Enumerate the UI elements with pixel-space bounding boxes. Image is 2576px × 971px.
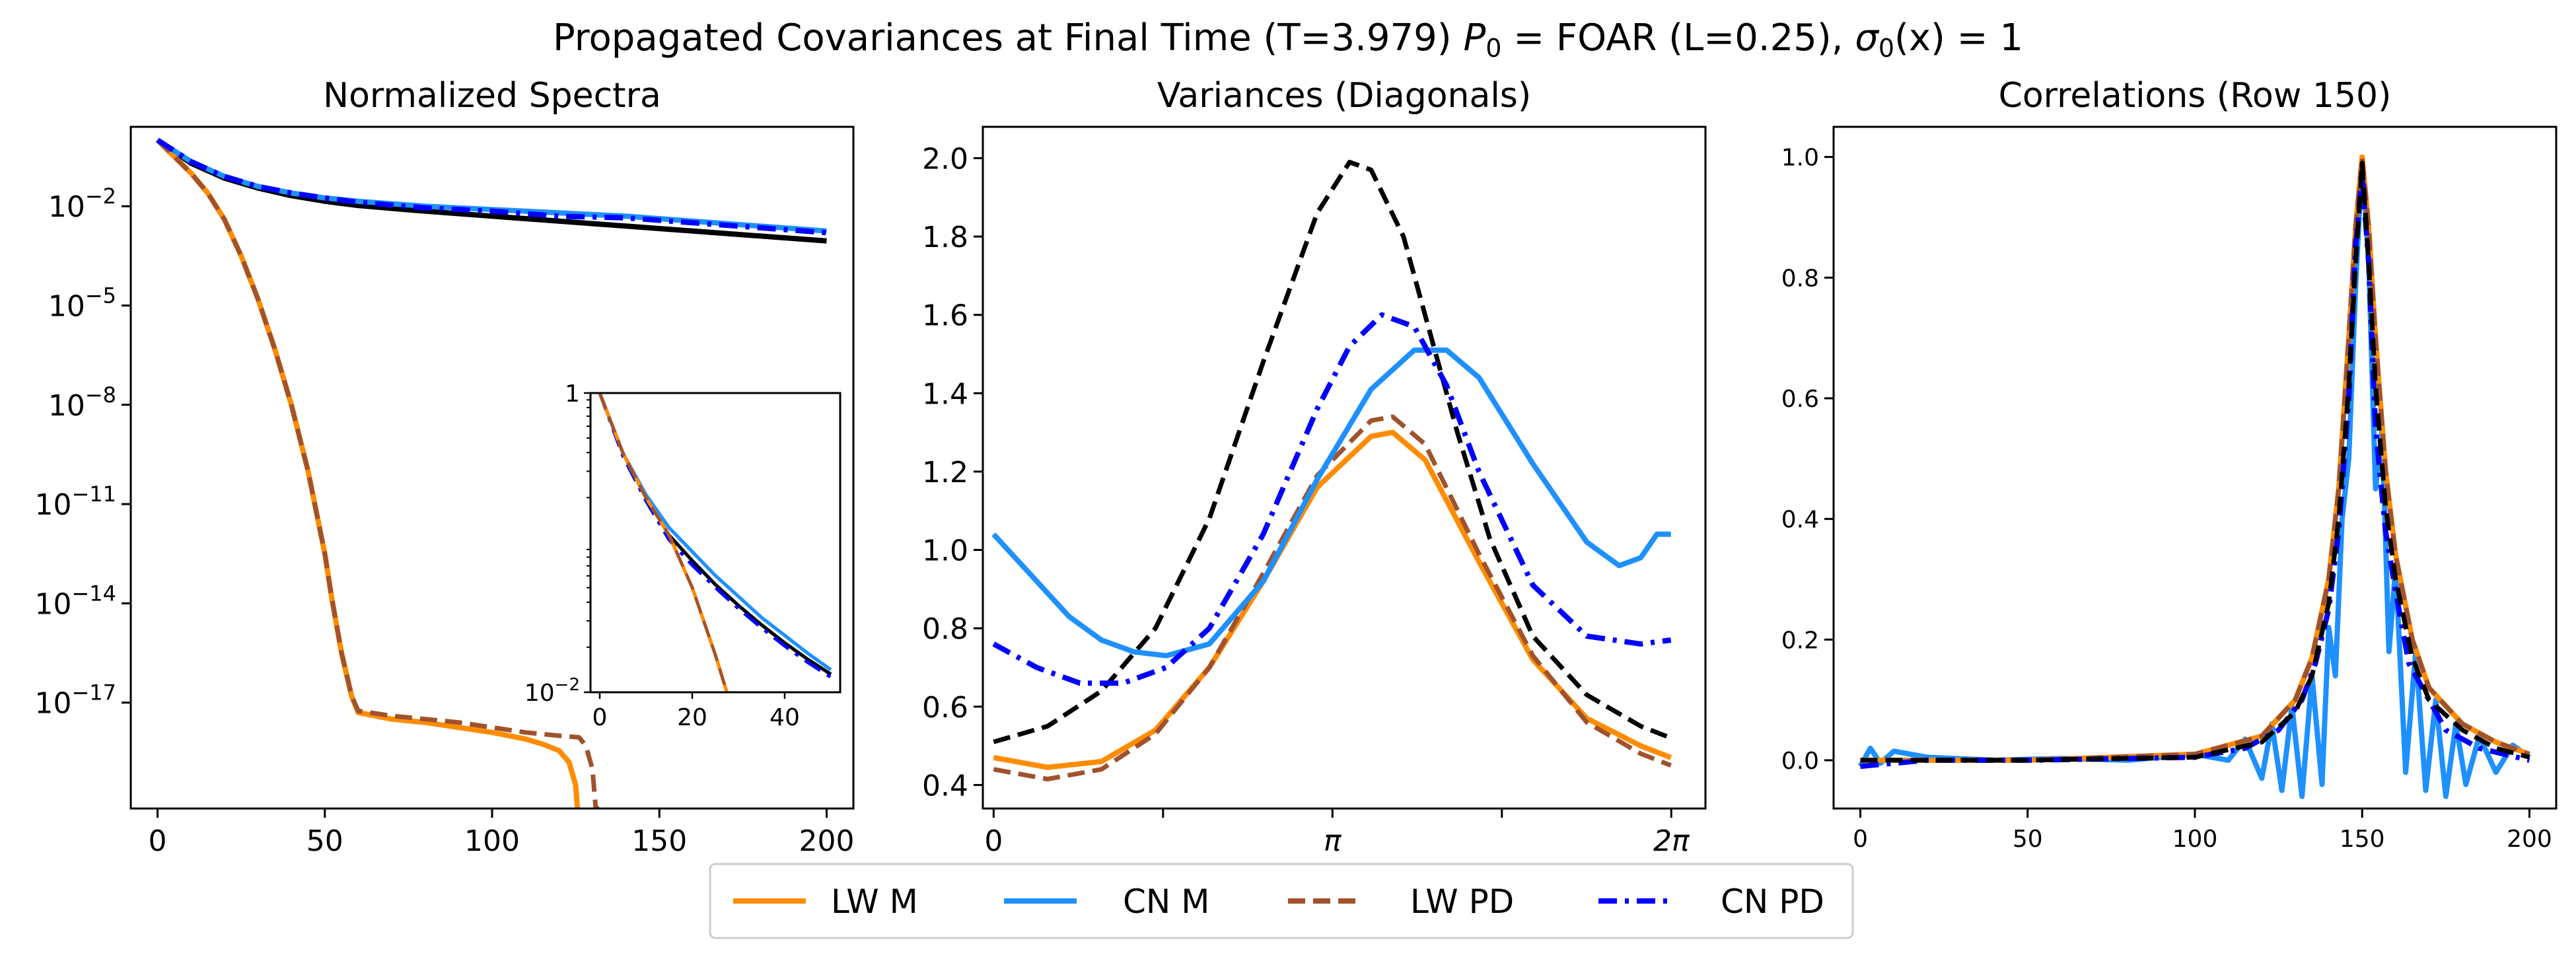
y-tick-label: 1.0 bbox=[1781, 145, 1819, 172]
series-true bbox=[1860, 161, 2530, 763]
y-tick-exp: −5 bbox=[85, 283, 116, 308]
series-lw-pd bbox=[156, 138, 600, 809]
series-cn-pd bbox=[992, 312, 1672, 686]
series-true bbox=[993, 159, 1672, 744]
legend-entry-lw-m: LW M bbox=[733, 882, 918, 921]
y-tick-label: 10−2 bbox=[48, 184, 116, 224]
suptitle-sigma-sub: 0 bbox=[1878, 34, 1894, 63]
variances-title: Variances (Diagonals) bbox=[1157, 76, 1531, 116]
x-tick-label: π bbox=[1324, 824, 1342, 858]
x-tick-label: 100 bbox=[2172, 826, 2218, 853]
x-tick-label: 150 bbox=[2340, 826, 2385, 853]
correlations-title: Correlations (Row 150) bbox=[1999, 76, 2392, 116]
legend-label-lw-pd: LW PD bbox=[1410, 882, 1514, 921]
y-tick-label: 1.6 bbox=[922, 299, 968, 333]
y-tick-label: 10−17 bbox=[34, 680, 116, 721]
y-tick-label: 10−14 bbox=[34, 581, 116, 621]
suptitle-end: (x) = 1 bbox=[1894, 17, 2023, 59]
inset-background bbox=[590, 393, 840, 692]
y-tick-label: 0.4 bbox=[922, 769, 968, 803]
y-tick-exp: −8 bbox=[85, 382, 116, 408]
x-tick-label: 200 bbox=[799, 824, 854, 858]
y-tick-label: 0.0 bbox=[1781, 748, 1819, 775]
series-cn-pd bbox=[156, 137, 827, 236]
x-tick-label: 0 bbox=[149, 824, 167, 858]
figure-suptitle: Propagated Covariances at Final Time (T=… bbox=[553, 17, 2023, 63]
spectra-title: Normalized Spectra bbox=[323, 76, 661, 116]
suptitle-sigma: σ bbox=[1855, 17, 1879, 59]
suptitle-p-sub: 0 bbox=[1485, 34, 1501, 63]
inset-y-tick-exp: −2 bbox=[555, 675, 580, 695]
inset-y-tick-base: 10 bbox=[524, 680, 555, 707]
x-tick-label: 100 bbox=[464, 824, 520, 858]
y-tick-label: 0.8 bbox=[922, 612, 968, 646]
series-cn-pd bbox=[1860, 172, 2530, 770]
y-tick-base: 10 bbox=[48, 290, 85, 324]
series-lw-pd bbox=[598, 393, 729, 692]
x-tick-label: 0 bbox=[984, 824, 1003, 858]
y-tick-label: 0.2 bbox=[1781, 627, 1819, 654]
y-tick-label: 1.4 bbox=[922, 377, 968, 411]
correlations-panel: Correlations (Row 150) 0 50 100 150 200 0.0 0.2… bbox=[1781, 76, 2558, 853]
legend-entry-lw-pd: LW PD bbox=[1288, 882, 1514, 921]
x-tick-label: 200 bbox=[2507, 826, 2552, 853]
variances-axes-frame bbox=[982, 126, 1707, 810]
variances-panel: Variances (Diagonals) 0 π 2π 0.4 0.6 0.8 1.0 1.2… bbox=[922, 76, 1707, 858]
legend-label-cn-m: CN M bbox=[1123, 882, 1209, 921]
series-lw-pd bbox=[993, 414, 1672, 781]
y-tick-label: 0.8 bbox=[1781, 265, 1819, 292]
y-tick-exp: −2 bbox=[85, 184, 116, 209]
inset-y-tick-base: 1 bbox=[565, 380, 580, 408]
y-tick-base: 10 bbox=[48, 190, 85, 224]
series-lw-m bbox=[993, 429, 1672, 770]
legend: LW M CN M LW PD CN PD bbox=[709, 863, 1854, 939]
legend-entry-cn-pd: CN PD bbox=[1598, 882, 1824, 921]
suptitle-p: P bbox=[1463, 17, 1485, 59]
suptitle-text: Propagated Covariances at Final Time (T=… bbox=[553, 17, 1463, 59]
legend-label-cn-pd: CN PD bbox=[1721, 882, 1824, 921]
inset-y-tick-label: 1 bbox=[565, 380, 580, 408]
y-tick-label: 10−11 bbox=[34, 482, 116, 522]
series-lw-m bbox=[1860, 154, 2530, 763]
y-tick-base: 10 bbox=[34, 687, 71, 721]
x-tick-label: 0 bbox=[1853, 826, 1868, 853]
inset-x-tick-label: 20 bbox=[677, 704, 707, 731]
y-tick-base: 10 bbox=[34, 587, 71, 621]
x-tick-label: 50 bbox=[306, 824, 343, 858]
legend-label-lw-m: LW M bbox=[831, 882, 918, 921]
y-tick-label: 10−5 bbox=[48, 283, 116, 324]
y-tick-base: 10 bbox=[34, 488, 71, 522]
y-tick-label: 0.4 bbox=[1781, 507, 1819, 534]
series-cn-m bbox=[991, 347, 1671, 659]
inset-y-tick-label: 10−2 bbox=[524, 675, 580, 707]
inset-x-tick-label: 40 bbox=[769, 704, 800, 731]
series-lw-pd bbox=[1860, 155, 2530, 763]
inset-axes-frame bbox=[589, 392, 841, 694]
legend-frame bbox=[709, 863, 1854, 939]
suptitle-mid: = FOAR (L=0.25), bbox=[1501, 17, 1855, 59]
legend-entry-cn-m: CN M bbox=[1004, 882, 1209, 921]
x-tick-label: 50 bbox=[2013, 826, 2043, 853]
y-tick-exp: −11 bbox=[71, 482, 116, 507]
y-tick-label: 10−8 bbox=[48, 382, 116, 423]
y-tick-exp: −17 bbox=[71, 680, 116, 705]
series-lw-m bbox=[155, 138, 581, 809]
y-tick-label: 0.6 bbox=[922, 691, 968, 725]
y-tick-label: 0.6 bbox=[1781, 386, 1819, 413]
x-tick-label: 150 bbox=[631, 824, 687, 858]
y-tick-label: 2.0 bbox=[922, 142, 968, 176]
y-tick-base: 10 bbox=[48, 389, 85, 423]
y-tick-label: 1.2 bbox=[922, 456, 968, 489]
x-tick-label: 2π bbox=[1653, 824, 1690, 858]
y-tick-label: 1.0 bbox=[922, 534, 968, 568]
spectra-inset: 0 20 40 1 10−2 bbox=[524, 380, 841, 731]
y-tick-label: 1.8 bbox=[922, 221, 968, 254]
inset-x-tick-label: 0 bbox=[592, 704, 608, 731]
y-tick-exp: −14 bbox=[71, 581, 116, 606]
